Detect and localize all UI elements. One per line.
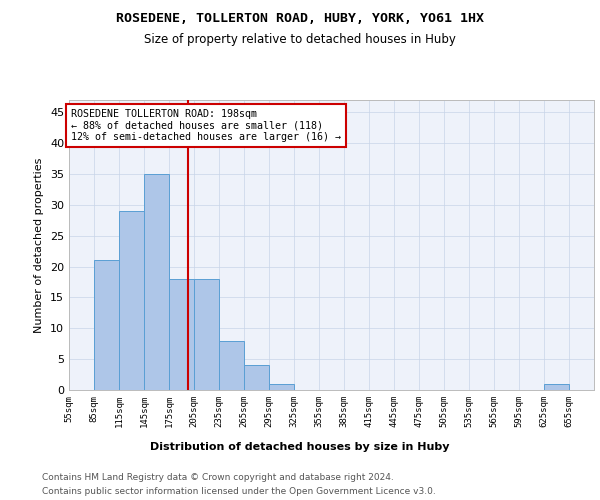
Bar bbox=[194, 279, 219, 390]
Bar bbox=[119, 211, 144, 390]
Text: Contains public sector information licensed under the Open Government Licence v3: Contains public sector information licen… bbox=[42, 488, 436, 496]
Text: Contains HM Land Registry data © Crown copyright and database right 2024.: Contains HM Land Registry data © Crown c… bbox=[42, 472, 394, 482]
Bar bbox=[94, 260, 119, 390]
Bar bbox=[144, 174, 169, 390]
Y-axis label: Number of detached properties: Number of detached properties bbox=[34, 158, 44, 332]
Bar bbox=[244, 366, 269, 390]
Bar bbox=[169, 279, 194, 390]
Bar bbox=[219, 340, 244, 390]
Text: Distribution of detached houses by size in Huby: Distribution of detached houses by size … bbox=[150, 442, 450, 452]
Text: ROSEDENE, TOLLERTON ROAD, HUBY, YORK, YO61 1HX: ROSEDENE, TOLLERTON ROAD, HUBY, YORK, YO… bbox=[116, 12, 484, 26]
Bar bbox=[544, 384, 569, 390]
Bar bbox=[269, 384, 294, 390]
Text: Size of property relative to detached houses in Huby: Size of property relative to detached ho… bbox=[144, 32, 456, 46]
Text: ROSEDENE TOLLERTON ROAD: 198sqm
← 88% of detached houses are smaller (118)
12% o: ROSEDENE TOLLERTON ROAD: 198sqm ← 88% of… bbox=[71, 110, 341, 142]
